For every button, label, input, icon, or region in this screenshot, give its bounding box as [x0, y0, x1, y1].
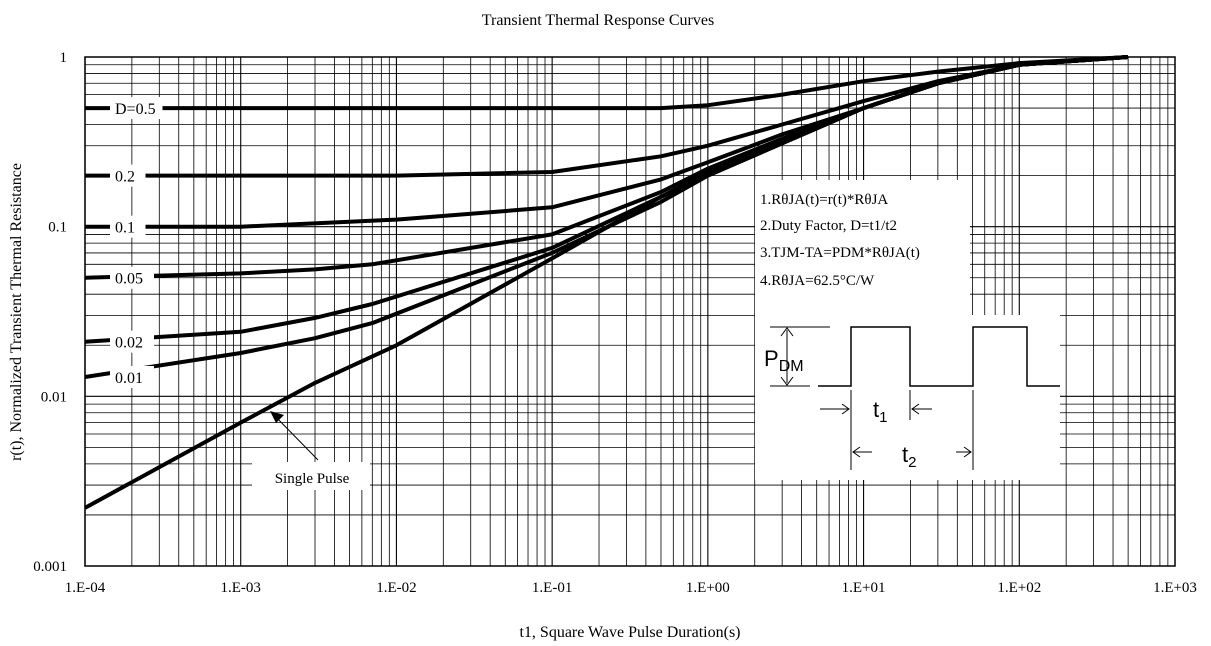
x-tick-label: 1.E-02 — [376, 580, 416, 596]
x-tick-label: 1.E+02 — [997, 580, 1041, 596]
series-line — [84, 55, 1129, 510]
chart-title: Transient Thermal Response Curves — [482, 12, 714, 29]
arrow-down-icon — [780, 376, 794, 386]
y-tick-label: 0.001 — [33, 559, 67, 575]
y-tick-label: 0.1 — [48, 220, 67, 236]
series-label: D=0.5 — [115, 101, 156, 118]
tick-labels: 1.E-04 1.E-03 1.E-02 1.E-01 1.E+00 1.E+01 1.E+… — [33, 50, 1197, 596]
series-label-bg — [110, 266, 154, 289]
x-tick-label: 1.E+00 — [686, 580, 730, 596]
pulse-diagram: PDM t1 t2 — [755, 310, 1060, 480]
y-tick-label: 0.01 — [41, 389, 67, 405]
arrow-right-icon — [963, 446, 972, 458]
note-3: 3.TJM-TA=PDM*RθJA(t) — [760, 245, 920, 261]
series-label: 0.02 — [115, 335, 143, 352]
arrow-left-icon — [852, 446, 861, 458]
arrow-right-icon — [841, 403, 850, 415]
plot-frame — [84, 56, 1176, 567]
series-line — [84, 55, 1129, 344]
series-label-bg — [110, 97, 163, 120]
notes-box: 1.RθJA(t)=r(t)*RθJA 2.Duty Factor, D=t1/… — [755, 180, 970, 310]
single-pulse-label: Single Pulse — [275, 471, 350, 487]
arrow-icon — [270, 411, 284, 423]
series-label: 0.01 — [115, 370, 143, 387]
note-1: 1.RθJA(t)=r(t)*RθJA — [760, 192, 888, 208]
single-pulse-callout: Single Pulse — [252, 411, 370, 490]
x-tick-label: 1.E-01 — [532, 580, 572, 596]
arrow-up-icon — [780, 327, 794, 337]
pdm-label: PDM — [764, 346, 804, 375]
series-line — [85, 55, 1129, 111]
t1-label: t1 — [873, 397, 887, 426]
series-label-bg — [110, 330, 154, 353]
series-line — [85, 55, 1129, 229]
series-line — [84, 55, 1129, 280]
x-axis-label: t1, Square Wave Pulse Duration(s) — [519, 624, 740, 641]
note-2: 2.Duty Factor, D=t1/t2 — [760, 218, 897, 234]
series-label: 0.2 — [115, 169, 135, 186]
grid — [84, 57, 1175, 567]
x-tick-label: 1.E+01 — [842, 580, 886, 596]
y-axis-label: r(t), Normalized Transient Thermal Resis… — [8, 163, 25, 461]
series-label: 0.1 — [115, 220, 135, 237]
series-label: 0.05 — [115, 271, 143, 288]
t2-label: t2 — [902, 442, 916, 471]
note-4: 4.RθJA=62.5°C/W — [760, 273, 875, 289]
x-tick-label: 1.E+03 — [1153, 580, 1197, 596]
arrow-left-icon — [911, 403, 920, 415]
x-tick-label: 1.E-03 — [221, 580, 261, 596]
series-labels: D=0.5 0.2 0.1 0.05 0.02 0.01 — [110, 97, 163, 389]
series-label-bg — [110, 164, 146, 187]
y-tick-label: 1 — [60, 50, 68, 66]
x-tick-label: 1.E-04 — [65, 580, 106, 596]
series-label-bg — [110, 366, 154, 389]
pulse-waveform — [818, 326, 1060, 387]
series-lines — [84, 55, 1129, 510]
series-label-bg — [110, 215, 146, 238]
